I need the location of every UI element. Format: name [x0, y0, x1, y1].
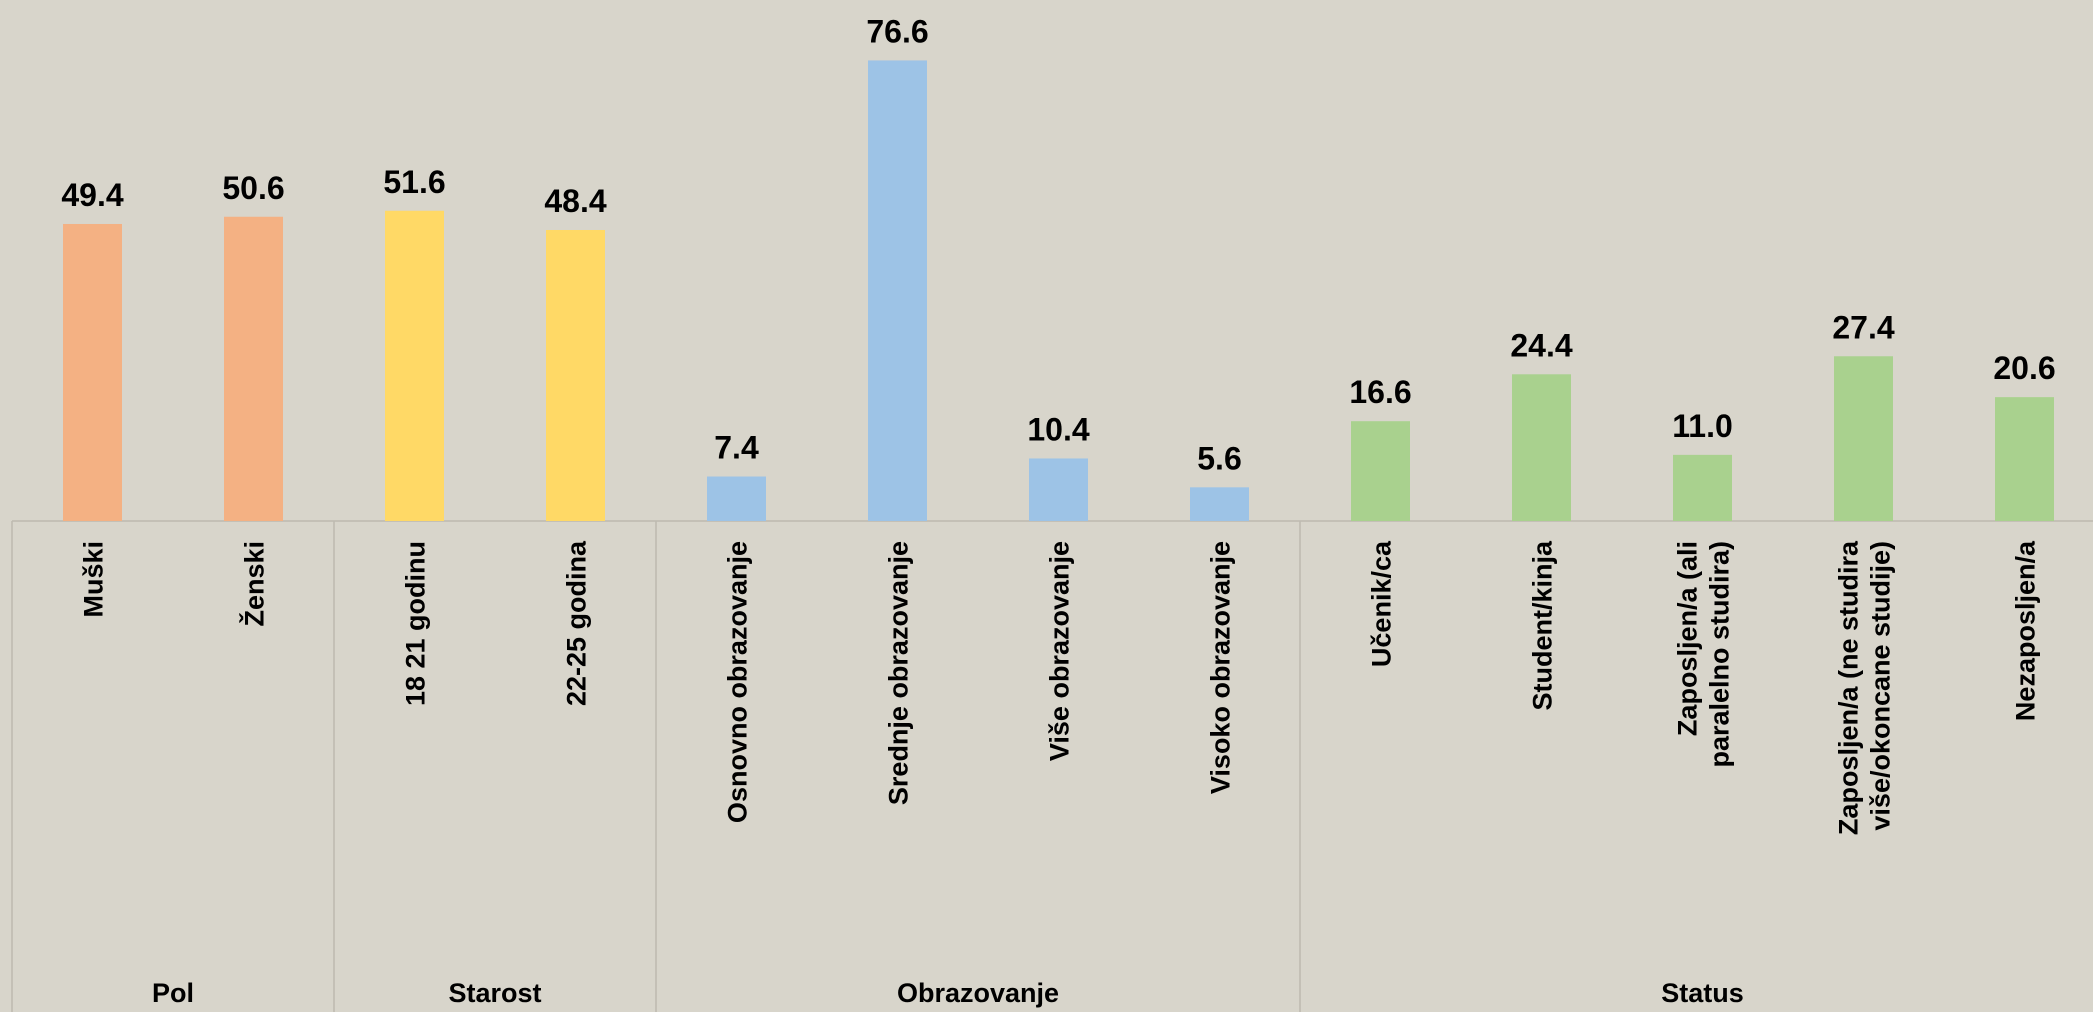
- category-label: Više obrazovanje: [1045, 541, 1075, 761]
- bar: [63, 223, 122, 522]
- category-label: 22-25 godina: [562, 540, 592, 706]
- value-label: 51.6: [383, 164, 445, 200]
- category-label: Srednje obrazovanje: [884, 541, 914, 805]
- value-label: 48.4: [544, 183, 606, 219]
- group-label: Starost: [448, 978, 541, 1008]
- group-label: Obrazovanje: [897, 978, 1059, 1008]
- category-label: 18 21 godinu: [401, 541, 431, 706]
- bar: [1190, 487, 1249, 521]
- category-label: Osnovno obrazovanje: [723, 541, 753, 823]
- category-label: Zaposljen/a (aliparalelno studira): [1673, 541, 1735, 768]
- bar: [546, 229, 605, 521]
- group-label: Status: [1661, 978, 1744, 1008]
- bar: [1512, 374, 1571, 521]
- value-label: 49.4: [61, 177, 123, 213]
- category-label: Nezaposljen/a: [2011, 540, 2041, 721]
- value-label: 50.6: [222, 170, 284, 206]
- value-label: 10.4: [1027, 411, 1089, 447]
- value-label: 27.4: [1832, 309, 1894, 345]
- bar: [1029, 458, 1088, 521]
- bar: [224, 216, 283, 521]
- category-label: Ženski: [239, 541, 270, 627]
- value-label: 7.4: [714, 430, 759, 466]
- bar: [385, 210, 444, 521]
- value-label: 5.6: [1197, 440, 1241, 476]
- value-label: 16.6: [1349, 374, 1411, 410]
- category-label: Visoko obrazovanje: [1206, 541, 1236, 794]
- bar: [1351, 421, 1410, 521]
- bar: [707, 476, 766, 521]
- bar: [1673, 454, 1732, 521]
- category-label: Učenik/ca: [1367, 540, 1397, 667]
- category-label: Student/kinja: [1528, 540, 1558, 710]
- category-label: Zaposljen/a (ne studiraviše/okoncane stu…: [1834, 540, 1896, 835]
- value-label: 76.6: [866, 13, 928, 49]
- value-label: 24.4: [1510, 327, 1572, 363]
- group-label: Pol: [152, 978, 194, 1008]
- value-label: 11.0: [1672, 408, 1733, 444]
- bar: [868, 60, 927, 521]
- value-label: 20.6: [1993, 350, 2055, 386]
- category-label: Muški: [79, 541, 109, 618]
- bar: [1995, 397, 2054, 521]
- bar: [1834, 356, 1893, 521]
